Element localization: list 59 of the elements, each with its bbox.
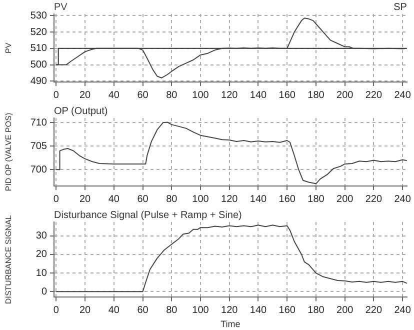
x-tick-label: 60 — [137, 304, 149, 316]
x-tick-label: 120 — [221, 194, 238, 205]
x-tick-label: 200 — [336, 304, 354, 316]
x-tick-label: 180 — [308, 304, 325, 316]
y-tick-label: 490 — [30, 76, 48, 87]
x-tick-label: 40 — [108, 304, 120, 316]
x-tick-label: 140 — [250, 90, 268, 101]
y-tick-label: 10 — [36, 268, 48, 279]
x-tick-label: 160 — [278, 194, 296, 205]
y-tick-label: 705 — [30, 140, 48, 152]
x-tick-label: 160 — [278, 90, 296, 101]
x-tick-label: 200 — [336, 194, 354, 205]
chart-title: Disturbance Signal (Pulse + Ramp + Sine) — [54, 210, 242, 221]
x-tick-label: 40 — [108, 194, 120, 205]
x-tick-label: 180 — [308, 90, 325, 101]
x-tick-label: 120 — [221, 304, 238, 316]
x-tick-label: 40 — [108, 90, 120, 101]
text: PV — [54, 2, 68, 13]
x-tick-label: 80 — [166, 304, 178, 316]
x-tick-label: 220 — [365, 90, 382, 101]
x-tick-label: 240 — [394, 304, 412, 316]
y-tick-label: 520 — [30, 26, 48, 38]
y-tick-label: 530 — [30, 10, 48, 22]
y-tick-label: 0 — [41, 286, 48, 298]
x-tick-label: 220 — [365, 194, 382, 205]
x-tick-label: 220 — [365, 304, 382, 316]
x-tick-label: 140 — [250, 194, 268, 205]
x-tick-label: 20 — [79, 90, 92, 101]
x-tick-label: 80 — [166, 194, 178, 205]
chart-title: OP (Output) — [54, 106, 108, 117]
y-tick-label: 30 — [36, 230, 48, 242]
x-tick-label: 100 — [192, 194, 210, 205]
text: SP — [394, 2, 408, 13]
x-tick-label: 20 — [79, 304, 92, 316]
x-tick-label: 240 — [394, 194, 412, 205]
x-tick-label: 140 — [250, 304, 268, 316]
y-axis-title: DISTURBANCE SIGNAL — [4, 214, 14, 304]
x-tick-label: 0 — [53, 194, 60, 205]
x-tick-label: 60 — [137, 90, 149, 101]
y-axis-title: PV — [4, 42, 14, 54]
x-tick-label: 60 — [137, 194, 149, 205]
y-axis-title: PID OP (VALVE POS) — [4, 112, 14, 192]
x-tick-label: 0 — [53, 304, 60, 316]
y-tick-label: 500 — [30, 60, 48, 71]
x-tick-label: 160 — [278, 304, 296, 316]
x-tick-label: 200 — [336, 90, 354, 101]
y-tick-label: 510 — [30, 43, 48, 54]
y-tick-label: 710 — [30, 117, 48, 128]
x-tick-label: 0 — [53, 90, 60, 101]
x-tick-label: 180 — [308, 194, 325, 205]
x-tick-label: 240 — [394, 90, 412, 101]
x-tick-label: 120 — [221, 90, 238, 101]
y-tick-label: 700 — [30, 164, 48, 176]
x-axis-title: Time — [220, 319, 240, 330]
x-tick-label: 80 — [166, 90, 178, 101]
x-tick-label: 20 — [79, 194, 92, 205]
x-tick-label: 100 — [192, 304, 210, 316]
y-tick-label: 20 — [36, 249, 48, 260]
x-tick-label: 100 — [192, 90, 210, 101]
